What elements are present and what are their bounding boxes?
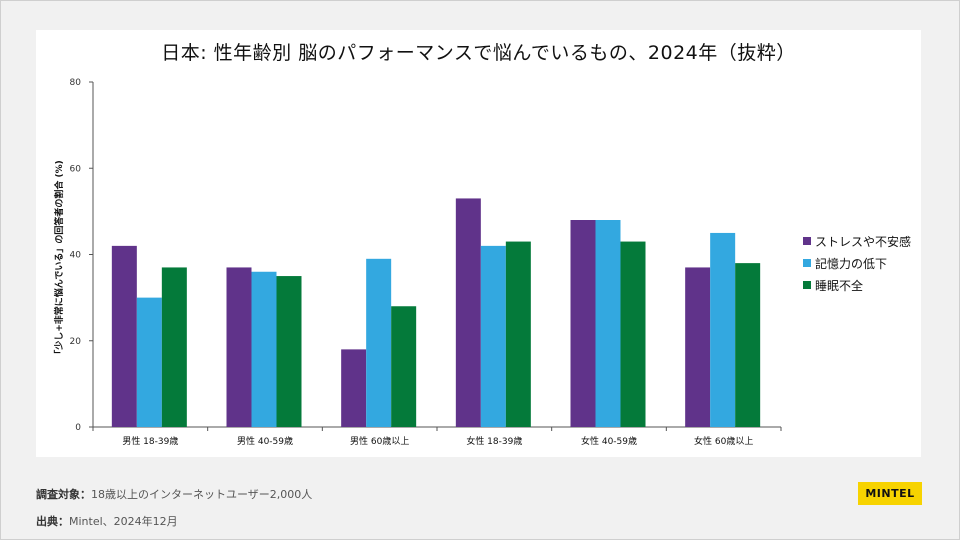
bar	[391, 306, 417, 427]
legend-item: ストレスや不安感	[803, 230, 911, 252]
y-tick-label: 20	[70, 337, 82, 347]
x-tick-label: 男性 18-39歳	[122, 435, 178, 447]
bar	[136, 297, 162, 427]
bar	[366, 258, 392, 427]
x-tick-label: 女性 40-59歳	[581, 435, 637, 447]
bar	[161, 267, 187, 427]
source-note: 出典：Mintel、2024年12月	[36, 513, 178, 529]
bar	[480, 245, 506, 427]
legend-item: 記憶力の低下	[803, 252, 911, 274]
bar	[111, 245, 137, 427]
bar	[570, 220, 596, 427]
bar	[710, 232, 736, 427]
y-tick-label: 60	[70, 164, 82, 174]
bar	[685, 267, 711, 427]
legend-label: ストレスや不安感	[815, 234, 912, 249]
chart-legend: ストレスや不安感 記憶力の低下 睡眠不全	[803, 230, 911, 296]
x-tick-label: 男性 60歳以上	[350, 435, 409, 447]
survey-value: 18歳以上のインターネットユーザー2,000人	[91, 488, 313, 501]
bar	[735, 263, 761, 427]
legend-label: 記憶力の低下	[815, 256, 888, 271]
x-tick-label: 女性 18-39歳	[466, 435, 522, 447]
bar	[595, 220, 621, 427]
bar	[251, 271, 277, 427]
source-value: Mintel、2024年12月	[69, 515, 178, 528]
legend-swatch	[803, 281, 811, 289]
legend-swatch	[803, 237, 811, 245]
source-label: 出典：	[36, 515, 69, 528]
mintel-logo: MINTEL	[858, 482, 922, 505]
bar	[620, 241, 646, 427]
legend-swatch	[803, 259, 811, 267]
legend-label: 睡眠不全	[815, 278, 864, 293]
chart-title: 日本: 性年齢別 脳のパフォーマンスで悩んでいるもの、2024年（抜粋）	[161, 42, 796, 64]
y-tick-label: 80	[70, 78, 82, 88]
y-tick-label: 0	[75, 423, 81, 433]
bar	[505, 241, 531, 427]
y-tick-label: 40	[70, 251, 82, 261]
y-axis-title: 「少し+非常に悩んでいる」の回答者の割合 (%)	[53, 160, 65, 358]
bar	[455, 198, 481, 427]
bar	[226, 267, 252, 427]
legend-item: 睡眠不全	[803, 274, 911, 296]
bar	[341, 349, 367, 427]
x-tick-label: 女性 60歳以上	[694, 435, 753, 447]
survey-note: 調査対象：18歳以上のインターネットユーザー2,000人	[36, 486, 312, 502]
survey-label: 調査対象：	[36, 488, 91, 501]
bar	[276, 276, 302, 427]
x-tick-label: 男性 40-59歳	[237, 435, 293, 447]
